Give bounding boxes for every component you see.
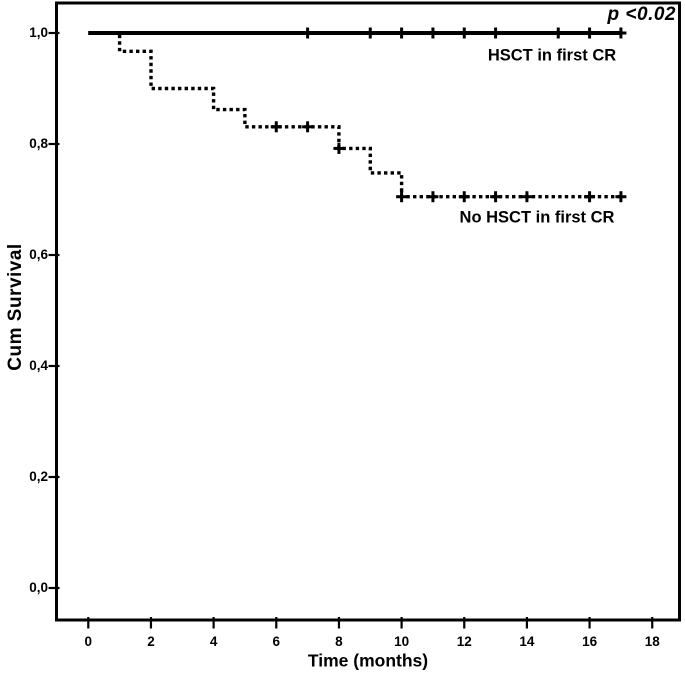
censor-mark — [584, 191, 596, 203]
censor-mark — [270, 121, 282, 133]
censor-mark — [302, 27, 314, 39]
y-tick-label: 0,4 — [29, 358, 48, 373]
x-axis-title: Time (months) — [307, 650, 429, 671]
censor-mark — [615, 191, 627, 203]
plot-border — [55, 1, 681, 622]
y-tick-label: 0,2 — [29, 469, 48, 484]
censor-mark — [584, 27, 596, 39]
km-curve-no-hsct — [88, 31, 621, 199]
x-tick-label: 18 — [644, 634, 660, 649]
censor-mark — [615, 27, 627, 39]
x-tick-label: 0 — [84, 634, 93, 649]
censor-mark — [427, 27, 439, 39]
censor-mark — [521, 191, 533, 203]
censor-mark — [552, 27, 564, 39]
x-tick-label: 4 — [209, 634, 218, 649]
x-tick-label: 8 — [335, 634, 343, 649]
curve-label-no-hsct: No HSCT in first CR — [459, 208, 615, 227]
censor-mark — [333, 142, 345, 154]
censor-mark — [364, 27, 376, 39]
x-tick-label: 6 — [272, 634, 281, 649]
x-tick-label: 2 — [147, 634, 155, 649]
x-tick-label: 12 — [456, 634, 472, 649]
censor-mark — [396, 27, 408, 39]
y-tick-label: 0,8 — [29, 136, 48, 151]
censor-mark — [490, 27, 502, 39]
x-tick-label: 10 — [394, 634, 410, 649]
censor-mark — [490, 191, 502, 203]
censor-mark — [427, 191, 439, 203]
y-tick-label: 1,0 — [29, 25, 48, 40]
curve-label-hsct: HSCT in first CR — [487, 46, 617, 65]
y-tick-label: 0,6 — [29, 247, 48, 262]
censor-mark — [302, 121, 314, 133]
y-axis-title: Cum Survival — [5, 243, 26, 371]
censor-mark — [458, 191, 470, 203]
y-tick-label: 0,0 — [29, 580, 48, 595]
p-value-annotation: p <0.02 — [607, 4, 676, 25]
x-tick-label: 16 — [582, 634, 598, 649]
censor-mark — [458, 27, 470, 39]
x-tick-label: 14 — [519, 634, 535, 649]
censor-mark — [396, 191, 408, 203]
